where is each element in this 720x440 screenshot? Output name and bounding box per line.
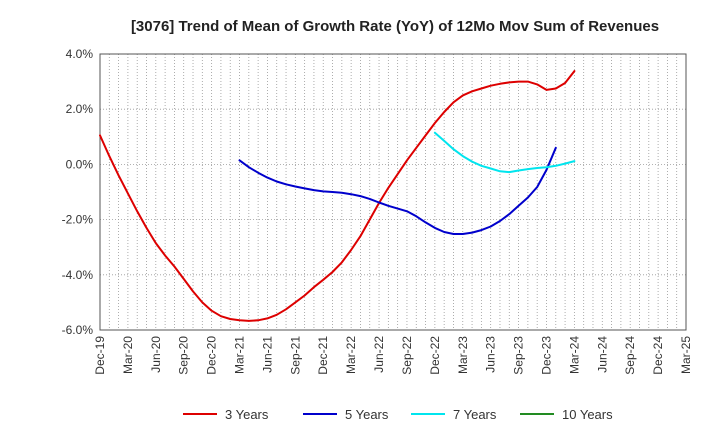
x-tick-label: Jun-20 (149, 336, 163, 373)
x-tick-label: Dec-21 (316, 336, 330, 375)
x-tick-label: Mar-25 (679, 336, 693, 374)
legend-label-5-years: 5 Years (345, 407, 389, 422)
series-line-7-years (433, 131, 576, 174)
x-tick-label: Dec-19 (93, 336, 107, 375)
x-tick-label: Mar-20 (121, 336, 135, 374)
y-tick-label: 4.0% (66, 47, 94, 61)
x-tick-label: Sep-21 (288, 336, 302, 375)
x-tick-label: Jun-22 (372, 336, 386, 373)
legend-label-10-years: 10 Years (562, 407, 613, 422)
y-tick-label: 0.0% (66, 157, 94, 171)
legend-label-3-years: 3 Years (225, 407, 269, 422)
plot-area (99, 70, 576, 322)
x-tick-label: Jun-23 (484, 336, 498, 373)
x-tick-label: Jun-21 (260, 336, 274, 373)
x-tick-label: Sep-22 (400, 336, 414, 375)
legend-label-7-years: 7 Years (453, 407, 497, 422)
x-tick-label: Mar-24 (567, 336, 581, 374)
x-tick-label: Dec-23 (539, 336, 553, 375)
chart-title: [3076] Trend of Mean of Growth Rate (YoY… (131, 18, 659, 35)
plot-frame (99, 53, 687, 331)
x-tick-label: Mar-22 (344, 336, 358, 374)
x-tick-label: Mar-23 (456, 336, 470, 374)
y-tick-label: 2.0% (66, 102, 94, 116)
series-line-3-years (99, 70, 576, 322)
x-tick-label: Sep-23 (512, 336, 526, 375)
x-tick-label: Dec-22 (428, 336, 442, 375)
y-tick-label: -4.0% (62, 268, 94, 282)
legend: 3 Years 5 Years 7 Years 10 Years (183, 407, 613, 422)
series-line-5-years (238, 146, 557, 235)
grid (99, 53, 687, 331)
x-tick-label: Dec-20 (205, 336, 219, 375)
x-tick-label: Mar-21 (233, 336, 247, 374)
y-tick-label: -6.0% (62, 323, 94, 337)
x-tick-label: Jun-24 (595, 336, 609, 373)
y-tick-label: -2.0% (62, 213, 94, 227)
x-tick-label: Sep-20 (177, 336, 191, 375)
x-tick-label: Dec-24 (651, 336, 665, 375)
x-tick-label: Sep-24 (623, 336, 637, 375)
axes: 4.0% 2.0% 0.0% -2.0% -4.0% -6.0%Dec-19 Mar-20 J… (62, 47, 693, 375)
